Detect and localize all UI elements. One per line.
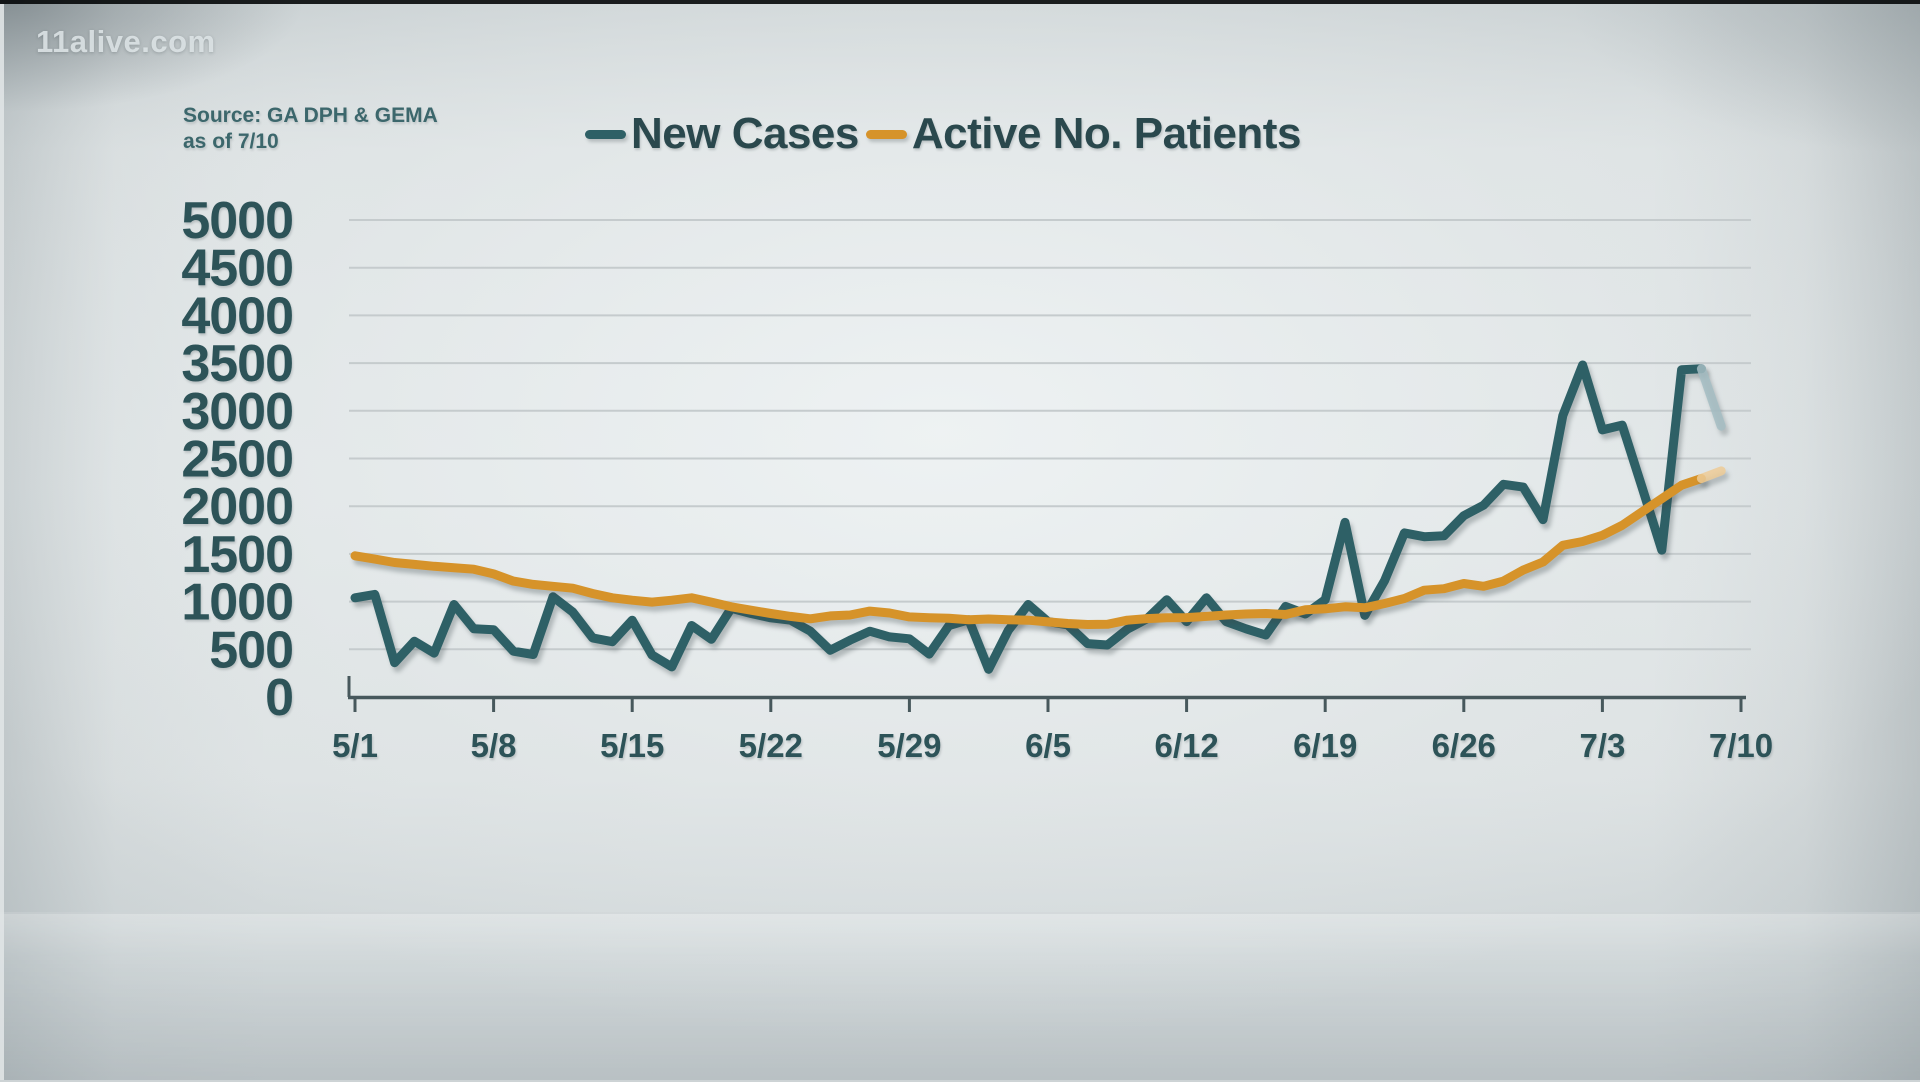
y-tick-label-500: 500 — [209, 621, 293, 679]
source-line2: as of 7/10 — [183, 130, 279, 153]
x-tick-label-6/19: 6/19 — [1293, 727, 1357, 764]
y-tick-label-1500: 1500 — [181, 526, 293, 584]
x-tick-label-6/12: 6/12 — [1154, 727, 1218, 764]
x-tick-label-6/5: 6/5 — [1025, 727, 1071, 764]
x-tick-label-5/22: 5/22 — [739, 727, 803, 764]
x-tick-label-5/29: 5/29 — [877, 727, 941, 764]
active-patients-line-swatch — [865, 129, 907, 139]
legend-item-new-cases: New Cases — [585, 109, 859, 159]
y-tick-label-5000: 5000 — [181, 192, 293, 250]
x-tick-label-5/15: 5/15 — [600, 727, 664, 764]
series-line-new-cases — [350, 360, 1706, 674]
frame-left-edge — [0, 4, 4, 1080]
series-line-new-cases-faded-tip — [1696, 364, 1726, 431]
y-tick-label-2500: 2500 — [181, 431, 293, 489]
y-tick-label-4500: 4500 — [181, 240, 293, 298]
y-tick-label-3000: 3000 — [181, 383, 293, 441]
legend-label-active-patients: Active No. Patients — [911, 109, 1302, 158]
source-line1: Source: GA DPH & GEMA — [183, 104, 438, 127]
legend-item-active-patients: Active No. Patients — [865, 109, 1302, 159]
station-watermark: 11alive.com — [36, 24, 216, 59]
series-line-active-no-patients-faded-tip — [1696, 466, 1726, 483]
y-tick-label-0: 0 — [265, 669, 293, 727]
y-tick-label-4000: 4000 — [181, 287, 293, 345]
legend-label-new-cases: New Cases — [631, 109, 859, 158]
series-line-active-no-patients — [350, 474, 1706, 629]
new-cases-line-swatch — [585, 129, 626, 139]
source-attribution: Source: GA DPH & GEMA as of 7/10 — [183, 103, 438, 155]
x-tick-label-5/1: 5/1 — [332, 727, 378, 764]
chart-legend: New Cases Active No. Patients — [585, 109, 1301, 159]
studio-floor — [0, 912, 1920, 1082]
y-tick-label-2000: 2000 — [181, 478, 293, 536]
y-tick-label-3500: 3500 — [181, 335, 293, 393]
x-tick-label-7/10: 7/10 — [1709, 727, 1773, 764]
x-tick-label-5/8: 5/8 — [471, 727, 517, 764]
x-tick-label-6/26: 6/26 — [1432, 727, 1496, 764]
letterbox-edge — [0, 0, 1920, 4]
x-tick-label-7/3: 7/3 — [1579, 727, 1625, 764]
y-tick-label-1000: 1000 — [181, 574, 293, 632]
